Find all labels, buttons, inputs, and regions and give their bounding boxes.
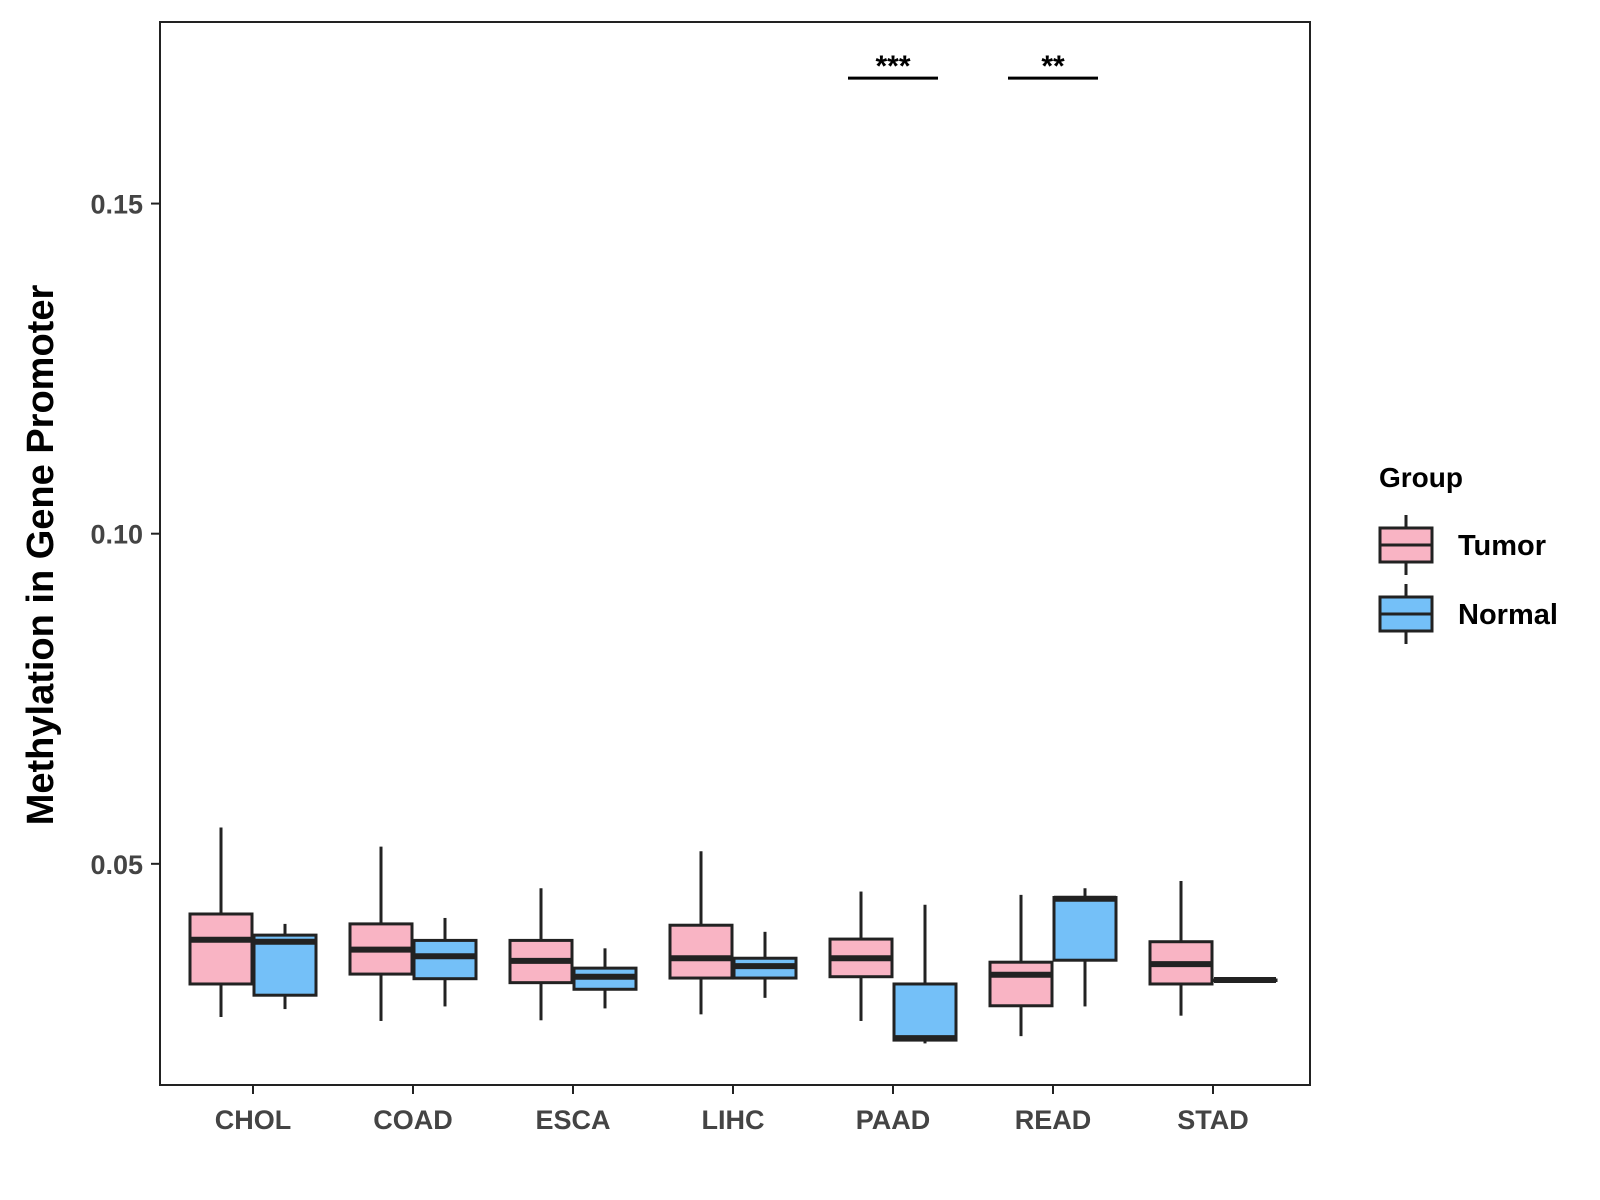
legend-label: Tumor [1458, 530, 1546, 562]
x-tick-label: READ [1015, 1105, 1092, 1135]
boxplot-normal-lihc [732, 931, 798, 998]
x-tick-label: PAAD [856, 1105, 931, 1135]
boxplot-tumor-stad [1148, 880, 1214, 1016]
x-tick-label: CHOL [215, 1105, 292, 1135]
x-axis: CHOL COAD ESCA LIHC PAAD READ STAD [215, 1085, 1249, 1135]
boxplot-tumor-paad [828, 891, 894, 1021]
boxplot-normal-esca [572, 948, 638, 1009]
boxplot-normal-coad [412, 917, 478, 1007]
y-tick-label: 0.10 [90, 520, 143, 550]
box-layer [188, 827, 1278, 1044]
boxplot-tumor-esca [508, 888, 574, 1021]
box [188, 912, 254, 986]
y-tick-label: 0.05 [90, 850, 143, 880]
boxplot-tumor-read [988, 894, 1054, 1037]
box [668, 923, 734, 980]
significance-label: ** [1041, 50, 1065, 83]
x-tick-label: ESCA [535, 1105, 610, 1135]
boxplot-tumor-lihc [668, 851, 734, 1015]
legend: Group Tumor Normal [1378, 462, 1558, 644]
x-tick-label: COAD [373, 1105, 453, 1135]
box [988, 960, 1054, 1008]
plot-panel [159, 21, 1311, 1086]
legend-key-normal [1378, 584, 1434, 644]
y-axis: 0.05 0.10 0.15 [90, 190, 160, 880]
significance-label: *** [875, 50, 910, 83]
boxplot-normal-read [1052, 888, 1118, 1007]
legend-label: Normal [1458, 599, 1558, 631]
box [252, 933, 318, 997]
legend-key-tumor [1378, 515, 1434, 575]
x-tick-label: STAD [1177, 1105, 1249, 1135]
boxplot-tumor-coad [348, 846, 414, 1021]
box [1052, 895, 1118, 962]
legend-title: Group [1379, 462, 1463, 493]
x-tick-label: LIHC [702, 1105, 765, 1135]
box [412, 938, 478, 981]
significance-layer: *** ** [848, 50, 1098, 83]
box [892, 982, 958, 1042]
boxplot-normal-chol [252, 923, 318, 1010]
boxplot-tumor-chol [188, 827, 254, 1017]
boxplot-normal-stad [1212, 977, 1278, 984]
y-tick-label: 0.15 [90, 190, 143, 220]
y-axis-title: Methylation in Gene Promoter [20, 285, 62, 826]
boxplot-normal-paad [892, 904, 958, 1044]
